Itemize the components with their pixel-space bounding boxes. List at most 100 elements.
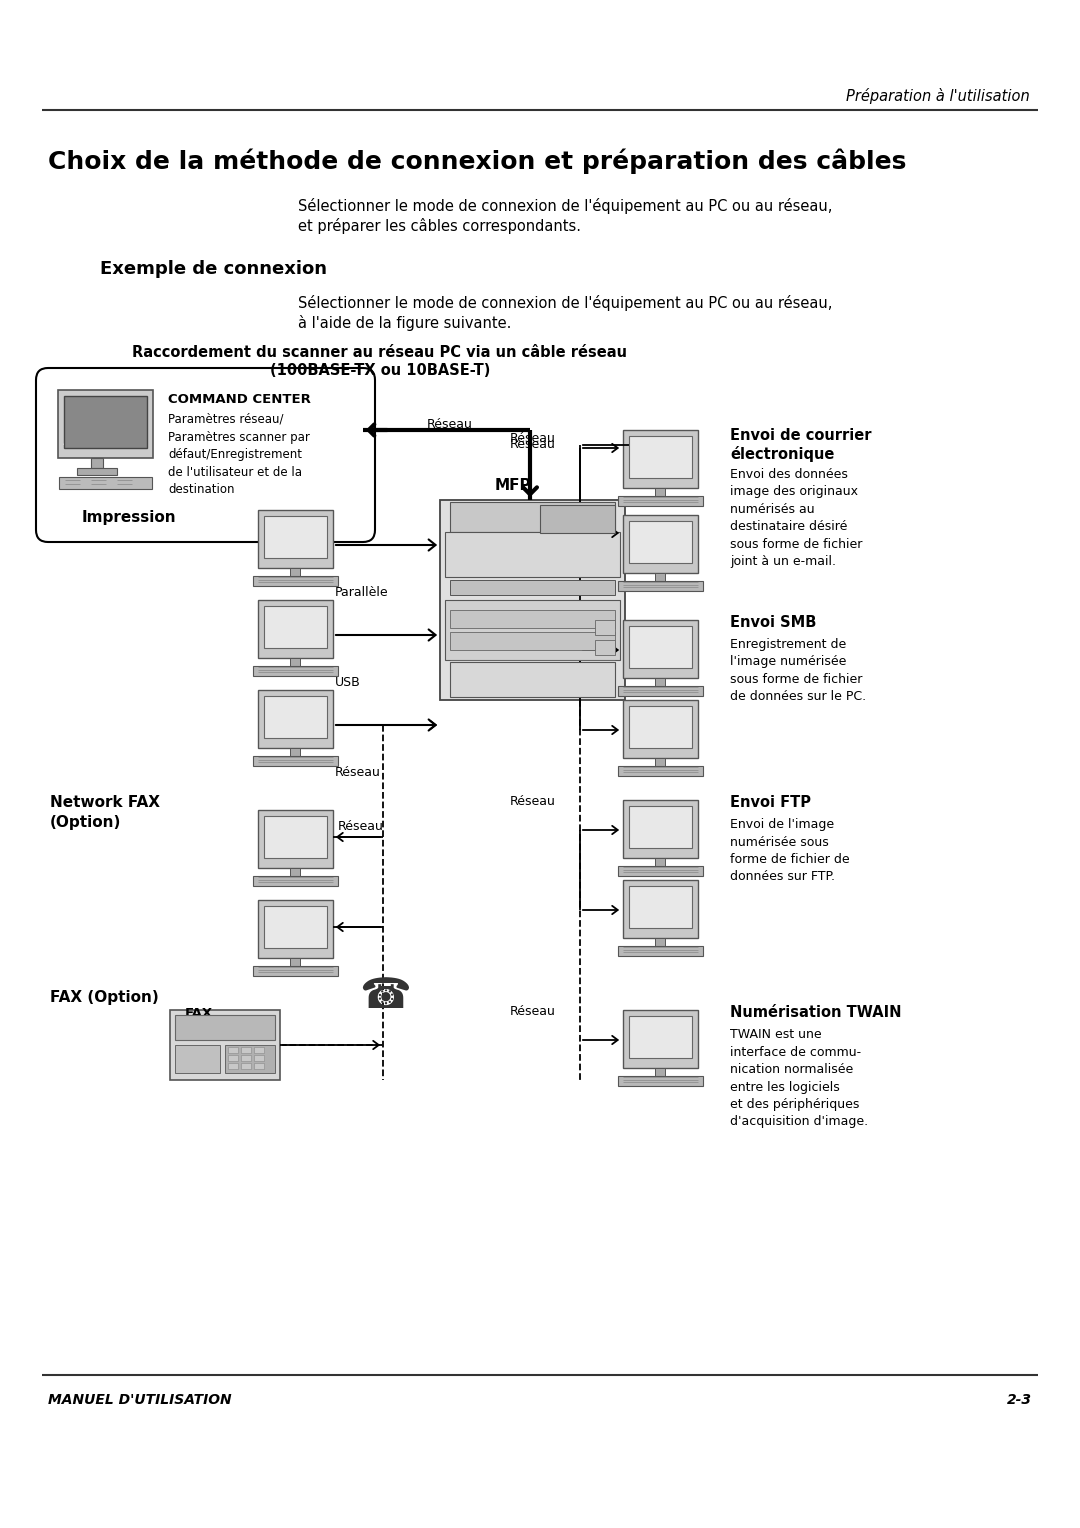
Bar <box>258 510 333 568</box>
Bar <box>618 766 703 776</box>
Text: Exemple de connexion: Exemple de connexion <box>100 260 327 278</box>
Bar <box>253 576 338 587</box>
Text: Réseau: Réseau <box>427 419 473 431</box>
Text: MFP: MFP <box>495 478 531 494</box>
Bar <box>228 1047 238 1053</box>
Bar <box>64 396 147 448</box>
Bar <box>225 1045 275 1073</box>
Bar <box>450 662 615 697</box>
Bar <box>450 610 615 628</box>
Bar <box>58 390 153 458</box>
Bar <box>291 749 300 756</box>
Bar <box>654 758 665 766</box>
Text: MANUEL D'UTILISATION: MANUEL D'UTILISATION <box>48 1394 231 1407</box>
Bar <box>258 691 333 749</box>
Bar <box>228 1063 238 1070</box>
Bar <box>654 859 665 866</box>
Bar <box>618 866 703 876</box>
Bar <box>258 601 333 659</box>
Text: Numérisation TWAIN: Numérisation TWAIN <box>730 1005 902 1021</box>
Text: FAX: FAX <box>185 1007 213 1021</box>
Bar <box>440 500 625 700</box>
Bar <box>629 805 692 848</box>
Text: Envoi de courrier: Envoi de courrier <box>730 428 872 443</box>
Bar <box>228 1054 238 1060</box>
Bar <box>175 1045 220 1073</box>
Text: TWAIN est une
interface de commu-
nication normalisée
entre les logiciels
et des: TWAIN est une interface de commu- nicati… <box>730 1028 868 1129</box>
Bar <box>654 938 665 946</box>
Text: Envoi de l'image
numérisée sous
forme de fichier de
données sur FTP.: Envoi de l'image numérisée sous forme de… <box>730 817 850 883</box>
Bar <box>253 666 338 675</box>
Bar <box>175 1015 275 1041</box>
Bar <box>450 633 615 649</box>
Bar <box>618 497 703 506</box>
Bar <box>258 810 333 868</box>
Text: Envoi SMB: Envoi SMB <box>730 614 816 630</box>
Bar <box>291 568 300 576</box>
Bar <box>595 640 615 656</box>
Text: 2-3: 2-3 <box>1007 1394 1032 1407</box>
Text: Réseau: Réseau <box>335 766 381 779</box>
Text: Choix de la méthode de connexion et préparation des câbles: Choix de la méthode de connexion et prép… <box>48 148 906 174</box>
Bar <box>291 958 300 966</box>
Bar <box>264 816 327 859</box>
Text: Sélectionner le mode de connexion de l'équipement au PC ou au réseau,: Sélectionner le mode de connexion de l'é… <box>298 295 833 312</box>
Bar <box>654 1068 665 1076</box>
Text: Réseau: Réseau <box>338 821 383 833</box>
Bar <box>264 906 327 947</box>
Bar <box>540 504 615 533</box>
Bar <box>241 1063 251 1070</box>
Bar <box>450 581 615 594</box>
Bar <box>77 468 117 475</box>
FancyBboxPatch shape <box>36 368 375 542</box>
Bar <box>253 756 338 766</box>
Bar <box>445 601 620 660</box>
Bar <box>254 1063 264 1070</box>
Text: Administrateur: Administrateur <box>64 437 147 448</box>
Bar <box>264 516 327 558</box>
Text: Réseau: Réseau <box>510 439 556 451</box>
Text: (100BASE-TX ou 10BASE-T): (100BASE-TX ou 10BASE-T) <box>270 364 490 377</box>
Text: USB: USB <box>335 675 361 689</box>
Bar <box>595 620 615 636</box>
Bar <box>618 686 703 695</box>
Bar <box>170 1010 280 1080</box>
Bar <box>623 620 698 678</box>
Bar <box>654 573 665 581</box>
Bar <box>450 503 615 532</box>
Text: Network FAX: Network FAX <box>50 795 160 810</box>
Text: à l'aide de la figure suivante.: à l'aide de la figure suivante. <box>298 315 511 332</box>
Text: Paramètres réseau/
Paramètres scanner par
défaut/Enregistrement
de l'utilisateur: Paramètres réseau/ Paramètres scanner pa… <box>168 413 310 497</box>
Bar <box>291 659 300 666</box>
Text: (Option): (Option) <box>50 814 121 830</box>
Bar <box>264 695 327 738</box>
Text: Réseau: Réseau <box>510 614 556 628</box>
Bar <box>254 1054 264 1060</box>
Bar <box>654 487 665 497</box>
Bar <box>623 700 698 758</box>
Bar <box>618 1076 703 1086</box>
Bar <box>629 706 692 749</box>
Bar <box>254 1047 264 1053</box>
Text: Réseau: Réseau <box>510 1005 556 1018</box>
Text: FAX (Option): FAX (Option) <box>50 990 159 1005</box>
Bar <box>629 886 692 927</box>
Bar <box>629 521 692 562</box>
Text: Envoi FTP: Envoi FTP <box>730 795 811 810</box>
Text: COMMAND CENTER: COMMAND CENTER <box>168 393 311 406</box>
Text: ☎: ☎ <box>359 975 410 1018</box>
Text: Raccordement du scanner au réseau PC via un câble réseau: Raccordement du scanner au réseau PC via… <box>133 345 627 361</box>
Text: Réseau: Réseau <box>510 432 556 445</box>
Text: Sélectionner le mode de connexion de l'équipement au PC ou au réseau,: Sélectionner le mode de connexion de l'é… <box>298 199 833 214</box>
Text: et préparer les câbles correspondants.: et préparer les câbles correspondants. <box>298 219 581 234</box>
Bar <box>623 880 698 938</box>
Text: Parallèle: Parallèle <box>335 587 389 599</box>
Bar <box>253 966 338 976</box>
Bar <box>629 1016 692 1057</box>
Bar <box>623 1010 698 1068</box>
Bar <box>91 458 103 468</box>
Text: Envoi des données
image des originaux
numérisés au
destinataire désiré
sous form: Envoi des données image des originaux nu… <box>730 468 862 568</box>
Bar <box>629 626 692 668</box>
Bar <box>291 868 300 876</box>
Bar <box>258 900 333 958</box>
